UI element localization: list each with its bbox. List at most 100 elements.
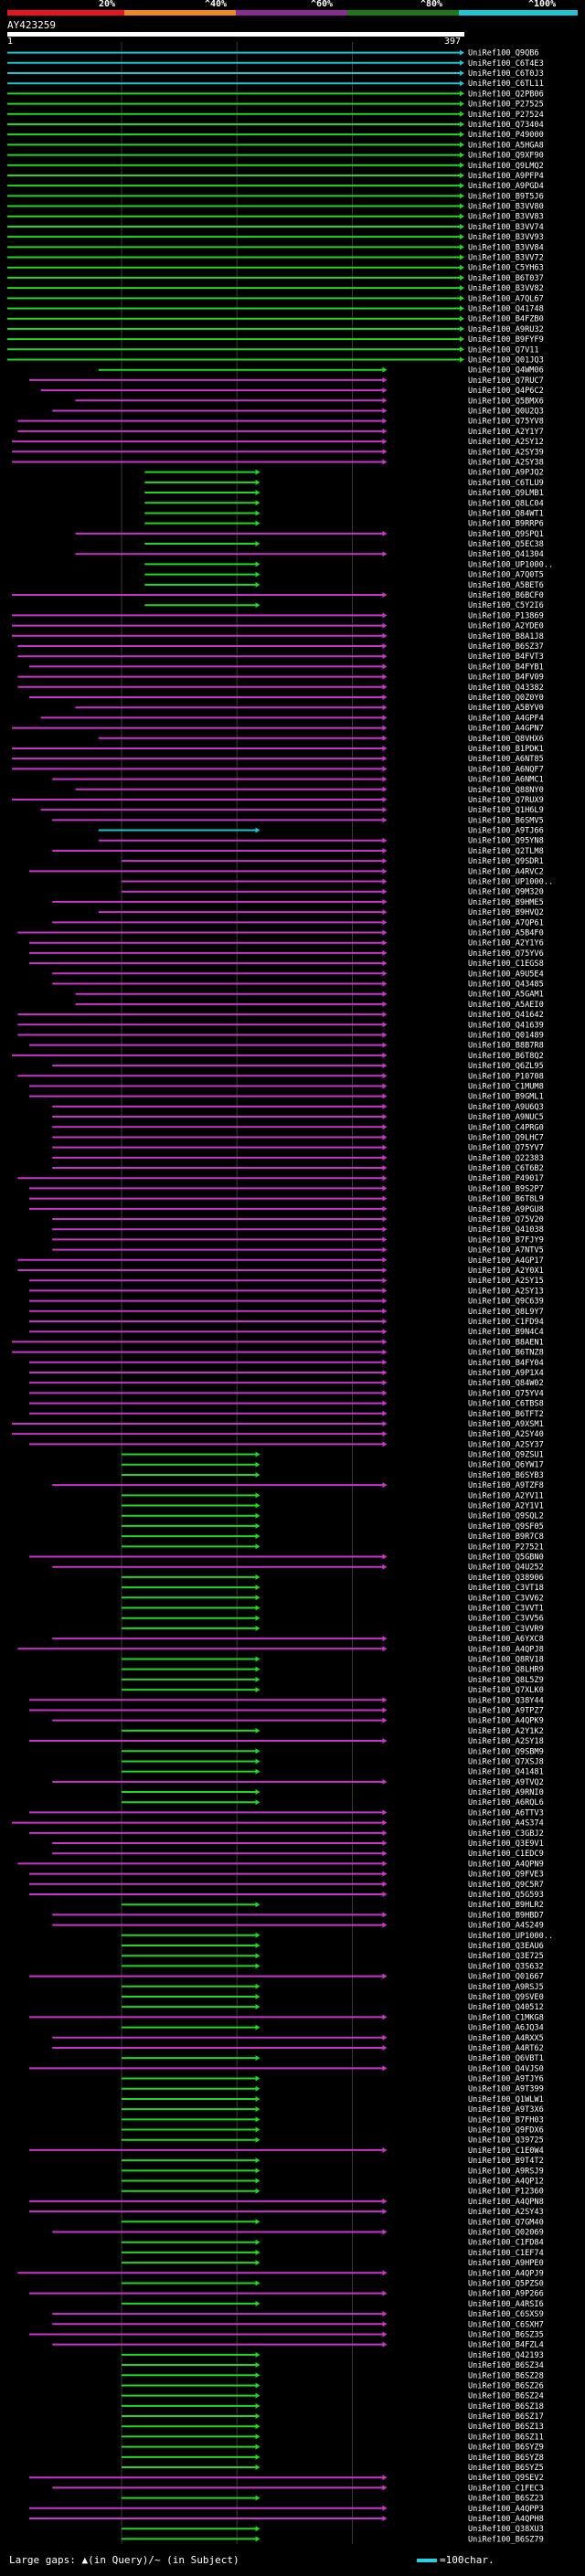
hit-row[interactable]: UniRef100_Q3EAU6 [122, 1942, 544, 1951]
hit-label-link[interactable]: UniRef100_B6TNZ8 [468, 1349, 544, 1358]
hit-label-link[interactable]: UniRef100_Q9FDX6 [468, 2126, 544, 2136]
hit-row[interactable]: UniRef100_C1EF74 [122, 2249, 544, 2258]
hit-row[interactable]: UniRef100_A2Y1V1 [122, 1502, 544, 1511]
hit-row[interactable]: UniRef100_B6T037 [7, 274, 544, 283]
hit-label-link[interactable]: UniRef100_P27521 [468, 1542, 544, 1552]
hit-label-link[interactable]: UniRef100_A9T399 [468, 2085, 544, 2094]
hit-row[interactable]: UniRef100_Q84W02 [28, 1379, 544, 1388]
hit-label-link[interactable]: UniRef100_A9NUC5 [468, 1113, 544, 1122]
hit-row[interactable]: UniRef100_C1E0W4 [28, 2147, 544, 2156]
hit-row[interactable]: UniRef100_B8B7R8 [28, 1042, 544, 1051]
hit-label-link[interactable]: UniRef100_A5GAM1 [468, 991, 544, 1000]
hit-row[interactable]: UniRef100_B9HVQ2 [98, 908, 544, 917]
hit-row[interactable]: UniRef100_Q7XSJ8 [122, 1757, 544, 1766]
hit-row[interactable]: UniRef100_A5HGA8 [7, 141, 544, 150]
hit-label-link[interactable]: UniRef100_A4QP12 [468, 2178, 544, 2187]
hit-row[interactable]: UniRef100_A4QPN8 [28, 2198, 544, 2207]
hit-label-link[interactable]: UniRef100_Q38Y44 [468, 1696, 544, 1705]
hit-label-link[interactable]: UniRef100_C1EDC9 [468, 1850, 544, 1859]
hit-row[interactable]: UniRef100_Q9SVE0 [122, 1993, 544, 2002]
hit-label-link[interactable]: UniRef100_Q9SQL2 [468, 1512, 544, 1521]
hit-label-link[interactable]: UniRef100_B9R7C8 [468, 1532, 544, 1542]
hit-label-link[interactable]: UniRef100_A9PGU8 [468, 1205, 544, 1214]
hit-row[interactable]: UniRef100_A4QP12 [122, 2178, 544, 2187]
hit-label-link[interactable]: UniRef100_Q88NY0 [468, 786, 544, 795]
hit-row[interactable]: UniRef100_Q8RV18 [122, 1655, 544, 1664]
hit-row[interactable]: UniRef100_A9TPZ7 [28, 1706, 544, 1715]
hit-row[interactable]: UniRef100_Q4P6C2 [40, 387, 544, 396]
hit-row[interactable]: UniRef100_A4RT62 [52, 2044, 544, 2053]
hit-row[interactable]: UniRef100_Q7XLK0 [122, 1686, 544, 1695]
hit-row[interactable]: UniRef100_A9RNI0 [122, 1788, 544, 1797]
hit-row[interactable]: UniRef100_C6T4E3 [7, 59, 544, 69]
hit-row[interactable]: UniRef100_Q1WLW1 [122, 2095, 544, 2104]
hit-label-link[interactable]: UniRef100_Q75YV7 [468, 1144, 544, 1153]
hit-label-link[interactable]: UniRef100_Q4VJS0 [468, 2064, 544, 2073]
hit-row[interactable]: UniRef100_B3VV72 [7, 254, 544, 263]
hit-row[interactable]: UniRef100_Q5BMX6 [75, 397, 544, 406]
hit-row[interactable]: UniRef100_C3VVR9 [122, 1625, 544, 1634]
hit-row[interactable]: UniRef100_B9T4T2 [122, 2157, 544, 2166]
hit-label-link[interactable]: UniRef100_B6T037 [468, 274, 544, 283]
hit-label-link[interactable]: UniRef100_A4GPF4 [468, 714, 544, 723]
hit-label-link[interactable]: UniRef100_B6SYZ9 [468, 2443, 544, 2453]
hit-row[interactable]: UniRef100_Q41642 [17, 1011, 544, 1020]
hit-label-link[interactable]: UniRef100_A4GP17 [468, 1256, 544, 1266]
hit-label-link[interactable]: UniRef100_Q75YV4 [468, 1389, 544, 1398]
hit-label-link[interactable]: UniRef100_C5Y2I6 [468, 601, 544, 610]
hit-label-link[interactable]: UniRef100_Q43485 [468, 981, 544, 990]
hit-row[interactable]: UniRef100_Q38906 [122, 1574, 544, 1583]
hit-label-link[interactable]: UniRef100_B3VV80 [468, 203, 544, 212]
hit-label-link[interactable]: UniRef100_B3VV93 [468, 233, 544, 242]
hit-label-link[interactable]: UniRef100_B6SZ37 [468, 642, 544, 652]
hit-row[interactable]: UniRef100_A5BYV0 [75, 704, 544, 713]
hit-row[interactable]: UniRef100_A2Y1K2 [122, 1727, 544, 1736]
hit-label-link[interactable]: UniRef100_C1EF74 [468, 2249, 544, 2258]
hit-label-link[interactable]: UniRef100_Q7RUX9 [468, 796, 544, 805]
hit-label-link[interactable]: UniRef100_Q9M320 [468, 888, 544, 897]
hit-label-link[interactable]: UniRef100_C1FEC3 [468, 2484, 544, 2493]
hit-label-link[interactable]: UniRef100_Q9C5R7 [468, 1881, 544, 1890]
hit-label-link[interactable]: UniRef100_A9RSJ9 [468, 2167, 544, 2176]
hit-row[interactable]: UniRef100_A6NT85 [12, 755, 544, 764]
hit-row[interactable]: UniRef100_P49000 [7, 131, 544, 140]
hit-row[interactable]: UniRef100_Q01JQ3 [7, 356, 544, 366]
hit-row[interactable]: UniRef100_A4GP17 [17, 1256, 544, 1266]
hit-label-link[interactable]: UniRef100_Q7XSJ8 [468, 1757, 544, 1766]
hit-label-link[interactable]: UniRef100_A4RXX5 [468, 2034, 544, 2043]
hit-label-link[interactable]: UniRef100_P27524 [468, 111, 544, 120]
hit-row[interactable]: UniRef100_Q9QB6 [7, 49, 539, 58]
hit-row[interactable]: UniRef100_A2Y1Y7 [17, 428, 544, 437]
hit-row[interactable]: UniRef100_A2SY37 [28, 1440, 544, 1449]
hit-label-link[interactable]: UniRef100_Q75YV6 [468, 949, 544, 959]
hit-row[interactable]: UniRef100_A5B4F0 [17, 929, 544, 938]
hit-row[interactable]: UniRef100_B6SZ35 [28, 2330, 544, 2339]
hit-row[interactable]: UniRef100_Q5EC38 [144, 540, 544, 549]
hit-row[interactable]: UniRef100_B9N4C4 [28, 1328, 544, 1337]
hit-label-link[interactable]: UniRef100_A9RSJ5 [468, 1983, 544, 1992]
hit-row[interactable]: UniRef100_B6SYB3 [122, 1471, 544, 1480]
hit-label-link[interactable]: UniRef100_A6NMC1 [468, 776, 544, 785]
hit-label-link[interactable]: UniRef100_B3VV82 [468, 284, 544, 293]
hit-row[interactable]: UniRef100_A9TZF8 [52, 1481, 544, 1490]
hit-label-link[interactable]: UniRef100_B6SZ13 [468, 2422, 544, 2432]
hit-row[interactable]: UniRef100_Q02069 [52, 2229, 544, 2238]
hit-row[interactable]: UniRef100_A9RSJ5 [122, 1983, 544, 1992]
hit-label-link[interactable]: UniRef100_A9T3X6 [468, 2105, 544, 2115]
hit-label-link[interactable]: UniRef100_A2SY12 [468, 438, 544, 447]
hit-label-link[interactable]: UniRef100_Q9LMQ2 [468, 162, 544, 171]
hit-label-link[interactable]: UniRef100_Q6ZL95 [468, 1062, 544, 1071]
hit-row[interactable]: UniRef100_B6SYZ9 [122, 2443, 544, 2453]
hit-row[interactable]: UniRef100_Q8L9Y7 [28, 1308, 544, 1317]
hit-row[interactable]: UniRef100_C1MUM8 [28, 1082, 544, 1091]
hit-row[interactable]: UniRef100_P13869 [12, 611, 544, 620]
hit-row[interactable]: UniRef100_B4FZL4 [52, 2341, 544, 2350]
hit-label-link[interactable]: UniRef100_A2Y0X1 [468, 1267, 544, 1276]
hit-row[interactable]: UniRef100_A9PJQ2 [144, 469, 544, 478]
hit-label-link[interactable]: UniRef100_A2SY37 [468, 1440, 544, 1449]
hit-row[interactable]: UniRef100_B9HME5 [52, 898, 544, 907]
hit-label-link[interactable]: UniRef100_B9T5J6 [468, 192, 544, 201]
hit-row[interactable]: UniRef100_A2SY40 [12, 1430, 544, 1439]
hit-row[interactable]: UniRef100_A9PGD4 [7, 182, 544, 191]
hit-row[interactable]: UniRef100_B8AEN1 [12, 1338, 544, 1347]
